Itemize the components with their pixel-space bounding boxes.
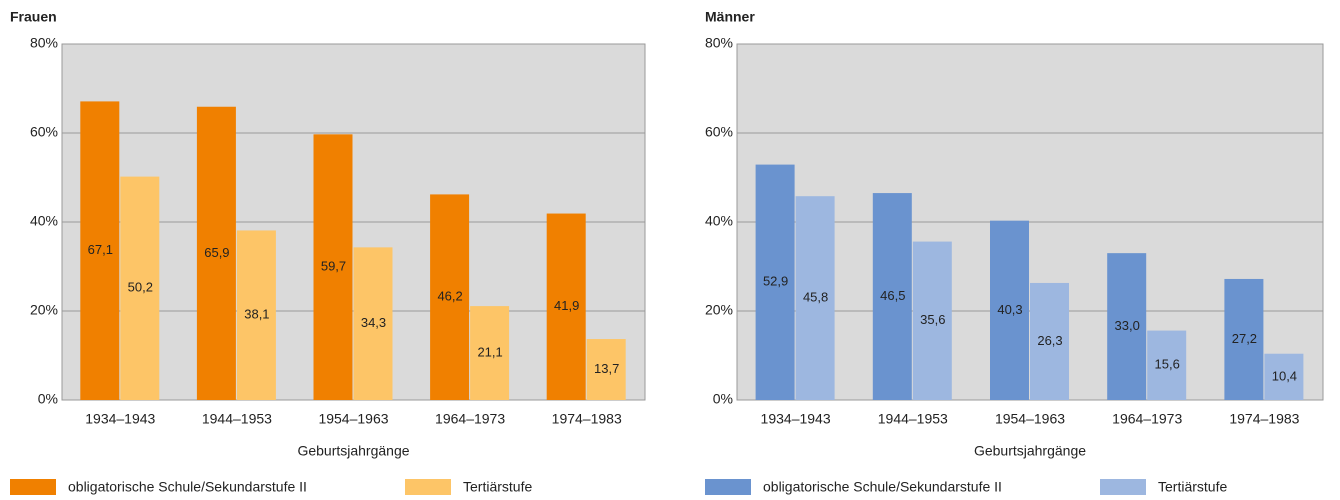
x-tick-label: 1954–1963	[995, 411, 1065, 427]
y-tick-label: 80%	[30, 35, 58, 51]
legend-label: obligatorische Schule/Sekundarstufe II	[763, 479, 1002, 495]
bar	[120, 176, 160, 400]
bar	[353, 247, 393, 400]
data-label: 50,2	[128, 280, 153, 295]
bar	[1107, 253, 1147, 400]
data-label: 27,2	[1232, 331, 1257, 346]
bar	[470, 306, 510, 400]
x-tick-label: 1934–1943	[761, 411, 831, 427]
bar	[546, 213, 586, 400]
legend-swatch	[705, 479, 751, 495]
data-label: 45,8	[803, 290, 828, 305]
legend-swatch	[1100, 479, 1146, 495]
x-tick-label: 1954–1963	[318, 411, 388, 427]
y-tick-label: 80%	[705, 35, 733, 51]
data-label: 21,1	[477, 344, 502, 359]
y-tick-label: 20%	[30, 302, 58, 318]
data-label: 33,0	[1115, 318, 1140, 333]
chart-title: Frauen	[10, 9, 57, 25]
data-label: 40,3	[997, 302, 1022, 317]
data-label: 52,9	[763, 274, 788, 289]
data-label: 46,2	[437, 289, 462, 304]
legend-label: obligatorische Schule/Sekundarstufe II	[68, 479, 307, 495]
bar	[1030, 282, 1069, 400]
bar	[755, 164, 795, 400]
y-tick-label: 40%	[30, 213, 58, 229]
y-tick-label: 40%	[705, 213, 733, 229]
data-label: 67,1	[88, 242, 113, 257]
bar	[313, 134, 353, 400]
legend-label: Tertiärstufe	[463, 479, 532, 495]
y-tick-label: 0%	[713, 391, 733, 407]
y-tick-label: 60%	[30, 124, 58, 140]
data-label: 46,5	[880, 288, 905, 303]
bar	[1224, 278, 1264, 400]
data-label: 59,7	[321, 259, 346, 274]
bar	[236, 230, 276, 400]
legend-swatch	[10, 479, 56, 495]
bar	[912, 241, 952, 400]
x-tick-label: 1934–1943	[85, 411, 155, 427]
x-tick-label: 1964–1973	[435, 411, 505, 427]
x-tick-label: 1944–1953	[878, 411, 948, 427]
data-label: 26,3	[1037, 333, 1062, 348]
x-tick-label: 1964–1973	[1112, 411, 1182, 427]
bar	[1264, 353, 1304, 400]
data-label: 34,3	[361, 315, 386, 330]
bar	[196, 106, 236, 401]
chart-title: Männer	[705, 9, 755, 25]
y-tick-label: 0%	[38, 391, 58, 407]
bar	[872, 193, 912, 400]
data-label: 10,4	[1272, 368, 1297, 383]
data-label: 15,6	[1155, 357, 1180, 372]
bar	[795, 196, 835, 400]
data-label: 41,9	[554, 298, 579, 313]
data-label: 38,1	[244, 307, 269, 322]
bar	[80, 101, 120, 400]
legend-label: Tertiärstufe	[1158, 479, 1227, 495]
data-label: 13,7	[594, 361, 619, 376]
x-tick-label: 1974–1983	[552, 411, 622, 427]
legend-swatch	[405, 479, 451, 495]
y-tick-label: 60%	[705, 124, 733, 140]
x-axis-title: Geburtsjahrgänge	[974, 443, 1086, 459]
x-tick-label: 1974–1983	[1229, 411, 1299, 427]
data-label: 35,6	[920, 312, 945, 327]
bar	[1147, 330, 1187, 400]
bar	[430, 194, 470, 400]
x-axis-title: Geburtsjahrgänge	[297, 443, 409, 459]
bar	[586, 339, 626, 400]
data-label: 65,9	[204, 245, 229, 260]
x-tick-label: 1944–1953	[202, 411, 272, 427]
y-tick-label: 20%	[705, 302, 733, 318]
bar	[990, 220, 1029, 400]
